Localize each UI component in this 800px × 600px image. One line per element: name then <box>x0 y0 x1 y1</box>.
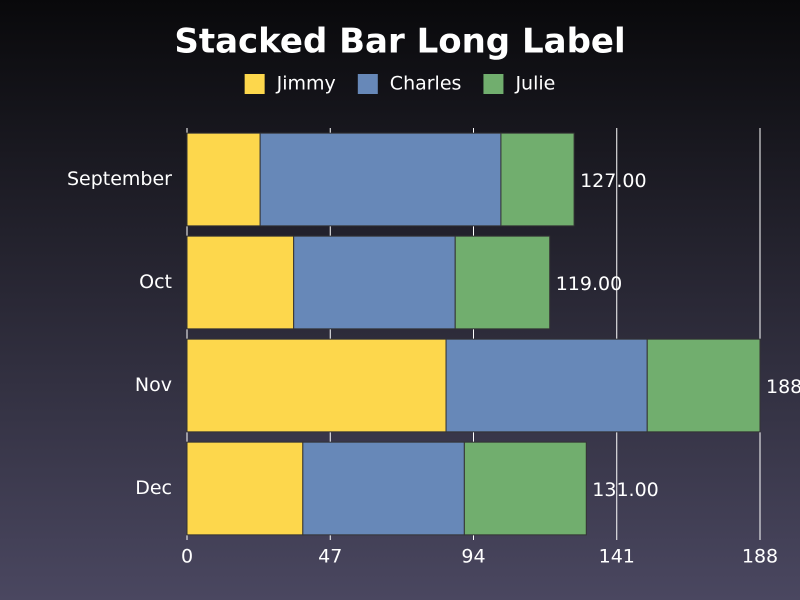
legend-label: Julie <box>514 73 555 95</box>
bar-segment <box>445 338 648 433</box>
x-tick-label: 188 <box>742 546 778 568</box>
chart-title: Stacked Bar Long Label <box>174 22 625 62</box>
bar-segment <box>186 132 261 227</box>
legend-label: Charles <box>390 73 462 95</box>
x-tick-label: 47 <box>318 546 342 568</box>
legend-swatch <box>244 74 265 94</box>
bar-segment <box>454 235 551 330</box>
bar-segment <box>646 338 761 433</box>
y-tick-label: Oct <box>139 271 172 293</box>
legend-label: Jimmy <box>276 73 336 95</box>
legend-swatch <box>357 74 378 94</box>
x-tick-label: 141 <box>599 546 635 568</box>
bar-segment <box>463 441 587 536</box>
bar-segment <box>186 338 447 433</box>
total-label: 127.00 <box>580 170 646 192</box>
x-tick-label: 0 <box>181 546 193 568</box>
bar-segment <box>259 132 502 227</box>
bar-segment <box>186 441 304 536</box>
y-tick-label: Dec <box>135 477 172 499</box>
y-tick-label: Nov <box>135 374 172 396</box>
total-label: 119.00 <box>556 273 622 295</box>
total-label: 131.00 <box>592 479 658 501</box>
bar-segment <box>293 235 456 330</box>
bar-segment <box>500 132 575 227</box>
bar-segment <box>302 441 465 536</box>
bar-segment <box>186 235 295 330</box>
total-label: 188.00 <box>766 376 800 398</box>
legend-swatch <box>483 74 504 94</box>
y-tick-label: September <box>67 168 172 190</box>
x-tick-label: 94 <box>461 546 485 568</box>
